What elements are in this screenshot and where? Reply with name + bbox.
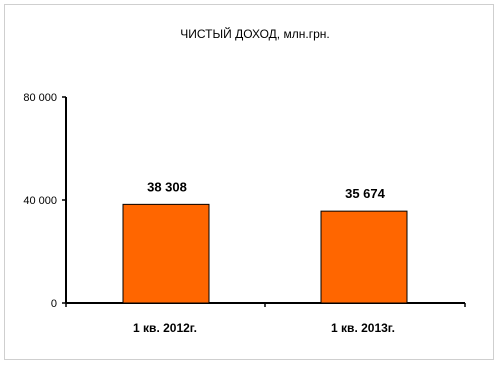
bar (320, 210, 408, 304)
x-tick-label: 1 кв. 2013г. (331, 321, 395, 335)
y-tick-label: 0 (51, 298, 57, 310)
x-tick-label: 1 кв. 2012г. (133, 321, 197, 335)
y-tick-label: 40 000 (23, 195, 57, 207)
category-labels: 1 кв. 2012г. 1 кв. 2013г. (65, 303, 466, 335)
y-tick-label: 80 000 (23, 92, 57, 104)
chart-title: ЧИСТЫЙ ДОХОД, млн.грн. (180, 26, 329, 41)
bar (122, 203, 210, 304)
y-ticks: 0 40 000 80 000 (23, 92, 66, 310)
data-label: 38 308 (147, 179, 187, 194)
chart-frame (4, 4, 494, 360)
bar-labels: 38 308 35 674 (147, 179, 386, 201)
bars (122, 203, 408, 304)
data-label: 35 674 (345, 186, 386, 201)
